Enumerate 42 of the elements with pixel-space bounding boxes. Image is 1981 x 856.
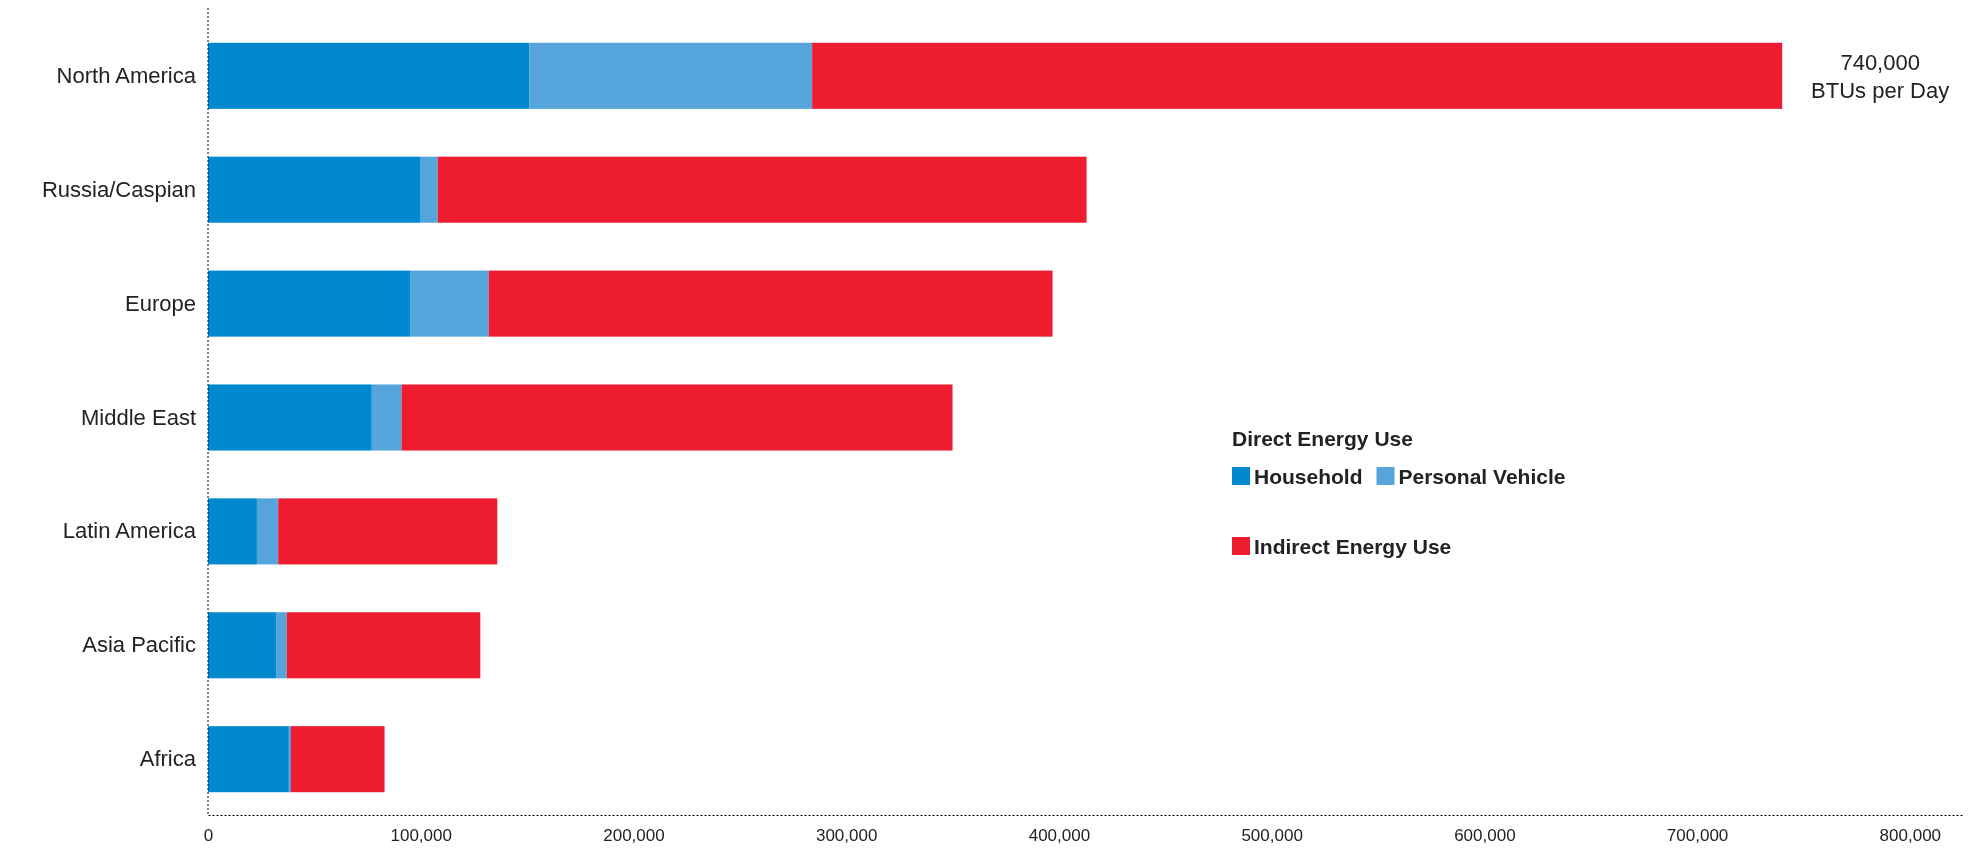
y-tick-label: Asia Pacific: [82, 632, 196, 658]
x-tick-label: 300,000: [815, 826, 878, 846]
x-tick-label: 800,000: [1879, 826, 1942, 846]
y-tick-label: North America: [56, 62, 197, 88]
bar: [208, 42, 530, 109]
bar: [276, 612, 287, 679]
x-tick-label: 200,000: [603, 826, 665, 846]
bar: [208, 384, 372, 451]
bar: [410, 270, 489, 337]
bar: [208, 156, 421, 223]
legend-label: Indirect Energy Use: [1254, 535, 1452, 558]
y-tick-label: Middle East: [81, 404, 196, 430]
bar: [488, 270, 1053, 337]
x-tick-label: 100,000: [390, 826, 452, 846]
bar: [208, 726, 289, 793]
bar: [420, 156, 438, 223]
y-tick-label: Africa: [139, 746, 197, 772]
legend-title: Direct Energy Use: [1232, 427, 1413, 450]
bar: [286, 612, 481, 679]
bar: [288, 726, 291, 793]
y-tick-label: Europe: [125, 290, 196, 316]
bar: [371, 384, 402, 451]
bar: [290, 726, 385, 793]
y-tick-label: Latin America: [62, 518, 197, 544]
bar: [529, 42, 813, 109]
x-tick-label: 400,000: [1028, 826, 1091, 846]
bar: [401, 384, 953, 451]
bar: [278, 498, 498, 565]
x-tick-label: 700,000: [1666, 826, 1729, 846]
bar: [208, 612, 277, 679]
legend-label: Personal Vehicle: [1398, 465, 1566, 488]
x-tick-label: 0: [203, 826, 214, 846]
bar: [208, 270, 411, 337]
bar: [812, 42, 1783, 109]
x-tick-label: 600,000: [1454, 826, 1516, 846]
annotation: 740,000 BTUs per Day: [1811, 49, 1950, 103]
bar: [437, 156, 1087, 223]
bar: [208, 498, 257, 565]
legend-label: Household: [1254, 465, 1363, 488]
y-tick-label: Russia/Caspian: [41, 176, 196, 202]
x-tick-label: 500,000: [1241, 826, 1303, 846]
bar: [256, 498, 279, 565]
